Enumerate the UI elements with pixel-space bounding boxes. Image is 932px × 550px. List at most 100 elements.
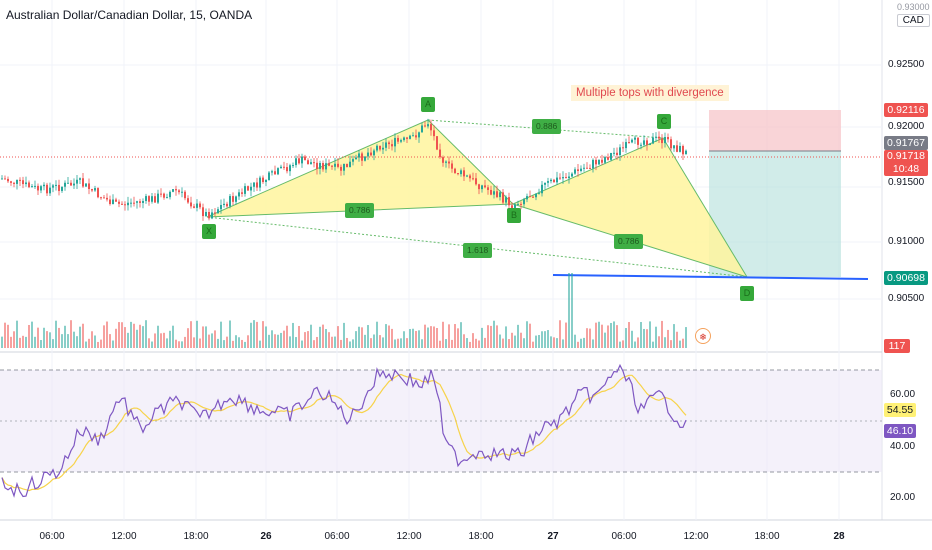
- volume-bar: [22, 335, 24, 348]
- candle-body: [550, 179, 552, 182]
- candle-body: [343, 163, 345, 171]
- ratio-label[interactable]: 0.786: [614, 234, 644, 249]
- candle-body: [604, 157, 606, 163]
- candle-body: [46, 184, 48, 194]
- volume-bar: [649, 321, 651, 348]
- volume-bar: [577, 341, 579, 348]
- volume-bar: [508, 339, 510, 348]
- candle-body: [130, 202, 132, 204]
- candle-body: [148, 196, 150, 202]
- candle-body: [334, 163, 336, 167]
- volume-bar: [427, 327, 429, 348]
- candle-body: [88, 183, 90, 190]
- candle-body: [346, 163, 348, 168]
- volume-bar: [16, 320, 18, 348]
- candle-body: [103, 197, 105, 199]
- volume-bar: [31, 321, 33, 348]
- time-tick: 12:00: [396, 531, 422, 542]
- candle-body: [196, 203, 198, 208]
- volume-bar: [217, 338, 219, 348]
- volume-bar: [667, 329, 669, 348]
- candle-body: [631, 139, 633, 143]
- pattern-point-d[interactable]: D: [740, 286, 754, 301]
- volume-bar: [622, 340, 624, 348]
- candle-body: [115, 199, 117, 202]
- candle-body: [673, 145, 675, 149]
- volume-bar: [529, 323, 531, 348]
- ratio-label[interactable]: 0.886: [532, 119, 562, 134]
- target-price-badge: 0.92116: [884, 103, 928, 117]
- volume-bar: [328, 332, 330, 348]
- target-zone[interactable]: [709, 110, 841, 151]
- candle-body: [445, 161, 447, 163]
- candle-body: [208, 211, 210, 219]
- candle-body: [316, 162, 318, 169]
- candle-body: [544, 182, 546, 185]
- candle-body: [73, 183, 75, 186]
- volume-bar: [82, 323, 84, 348]
- candle-body: [457, 173, 459, 175]
- candle-body: [124, 204, 126, 206]
- volume-bar: [178, 341, 180, 348]
- candle-body: [355, 157, 357, 160]
- volume-bar: [223, 340, 225, 348]
- candle-body: [214, 212, 216, 214]
- canada-flag-icon[interactable]: ❄: [695, 328, 711, 344]
- time-tick-day: 28: [833, 531, 845, 542]
- volume-bar: [190, 321, 192, 348]
- candle-body: [415, 135, 417, 138]
- support-level-line[interactable]: [552, 274, 869, 280]
- divergence-annotation[interactable]: Multiple tops with divergence: [571, 85, 729, 101]
- volume-bar: [520, 332, 522, 348]
- volume-bar: [613, 321, 615, 348]
- candle-body: [661, 138, 663, 144]
- volume-bar: [334, 336, 336, 348]
- volume-bar: [490, 325, 492, 348]
- candle-body: [385, 142, 387, 148]
- candle-body: [553, 179, 555, 183]
- candle-body: [1, 178, 3, 180]
- currency-label[interactable]: CAD: [897, 14, 930, 27]
- volume-bar: [484, 337, 486, 348]
- volume-bar: [379, 335, 381, 348]
- candle-body: [607, 157, 609, 160]
- candle-body: [253, 182, 255, 187]
- volume-bar: [583, 337, 585, 348]
- pattern-point-b[interactable]: B: [507, 208, 521, 223]
- pattern-point-a[interactable]: A: [421, 97, 435, 112]
- candle-body: [598, 159, 600, 165]
- volume-bar: [286, 325, 288, 348]
- volume-bar: [88, 338, 90, 348]
- volume-bar: [205, 326, 207, 348]
- volume-bar: [310, 324, 312, 348]
- volume-bar: [676, 331, 678, 348]
- volume-bar: [187, 328, 189, 348]
- volume-bar: [226, 336, 228, 348]
- candle-body: [658, 136, 660, 139]
- volume-bar: [499, 334, 501, 348]
- rsi-tick: 20.00: [890, 492, 916, 503]
- volume-bar: [79, 326, 81, 348]
- candle-body: [685, 150, 687, 155]
- candle-body: [328, 163, 330, 166]
- volume-bar: [265, 326, 267, 348]
- ratio-label[interactable]: 0.786: [345, 203, 375, 218]
- pattern-point-c[interactable]: C: [657, 114, 671, 129]
- candle-body: [364, 156, 366, 161]
- pattern-point-x[interactable]: X: [202, 224, 216, 239]
- candle-body: [508, 197, 510, 206]
- volume-bar: [43, 327, 45, 348]
- volume-bar: [145, 320, 147, 348]
- volume-bar: [220, 321, 222, 348]
- candle-body: [79, 178, 81, 180]
- candle-body: [376, 145, 378, 151]
- candle-body: [439, 149, 441, 158]
- candle-body: [157, 193, 159, 203]
- volume-bar: [661, 320, 663, 348]
- candle-body: [10, 181, 12, 183]
- volume-bar: [670, 340, 672, 348]
- ratio-label[interactable]: 1.618: [463, 243, 493, 258]
- candle-body: [625, 142, 627, 149]
- volume-bar: [517, 324, 519, 348]
